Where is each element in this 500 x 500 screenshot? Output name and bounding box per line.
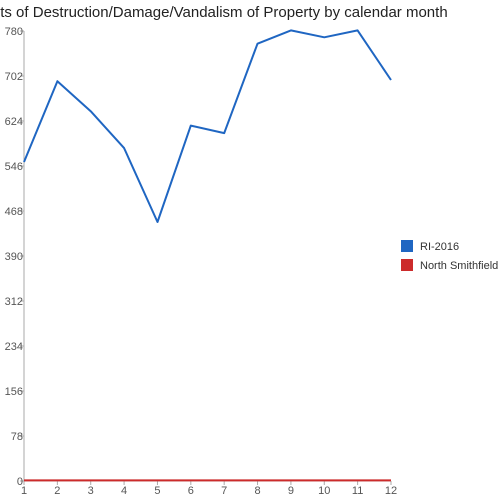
x-tick-label: 6 — [188, 485, 194, 497]
data-point — [322, 35, 326, 39]
data-point — [289, 28, 293, 32]
x-tick-label: 2 — [54, 485, 60, 497]
legend-swatch — [401, 240, 413, 252]
chart-title: Counts of Destruction/Damage/Vandalism o… — [0, 4, 448, 21]
x-tick-label: 5 — [154, 485, 160, 497]
data-point — [222, 478, 226, 482]
x-tick-label: 1 — [21, 485, 27, 497]
x-tick-label: 3 — [88, 485, 94, 497]
legend-swatch — [401, 259, 413, 271]
series-line-ri-2016 — [23, 29, 392, 223]
data-point — [256, 42, 260, 46]
data-point — [189, 124, 193, 128]
y-tick-label: 78 — [11, 431, 23, 443]
data-point — [55, 478, 59, 482]
y-tick-label: 468 — [5, 206, 23, 218]
legend-label: RI-2016 — [420, 241, 459, 253]
legend-label: North Smithfield — [420, 260, 498, 272]
y-tick-label: 702 — [5, 71, 23, 83]
x-tick-label: 10 — [318, 485, 330, 497]
data-point — [89, 478, 93, 482]
data-point — [356, 28, 360, 32]
data-point — [389, 78, 393, 82]
data-point — [356, 478, 360, 482]
data-point — [222, 131, 226, 135]
x-tick-label: 11 — [352, 485, 363, 497]
data-point — [22, 160, 26, 164]
data-point — [155, 478, 159, 482]
y-tick-label: 156 — [5, 386, 23, 398]
y-tick-label: 546 — [5, 161, 23, 173]
data-point — [155, 220, 159, 224]
y-tick-label: 234 — [5, 341, 23, 353]
y-tick-label: 312 — [5, 296, 23, 308]
y-tick-label: 624 — [5, 116, 23, 128]
data-point — [89, 109, 93, 113]
data-point — [55, 79, 59, 83]
x-tick-label: 12 — [385, 485, 397, 497]
data-point — [189, 478, 193, 482]
data-point — [256, 478, 260, 482]
y-tick-label: 390 — [5, 251, 23, 263]
x-tick-label: 4 — [121, 485, 127, 497]
x-tick-label: 7 — [221, 485, 227, 497]
data-point — [22, 478, 26, 482]
x-tick-label: 8 — [254, 485, 260, 497]
y-tick-label: 0 — [17, 476, 23, 488]
x-tick-label: 9 — [288, 485, 294, 497]
data-point — [322, 478, 326, 482]
data-point — [122, 146, 126, 150]
y-tick-label: 780 — [5, 26, 23, 38]
data-point — [289, 478, 293, 482]
data-point — [122, 478, 126, 482]
data-point — [389, 478, 393, 482]
